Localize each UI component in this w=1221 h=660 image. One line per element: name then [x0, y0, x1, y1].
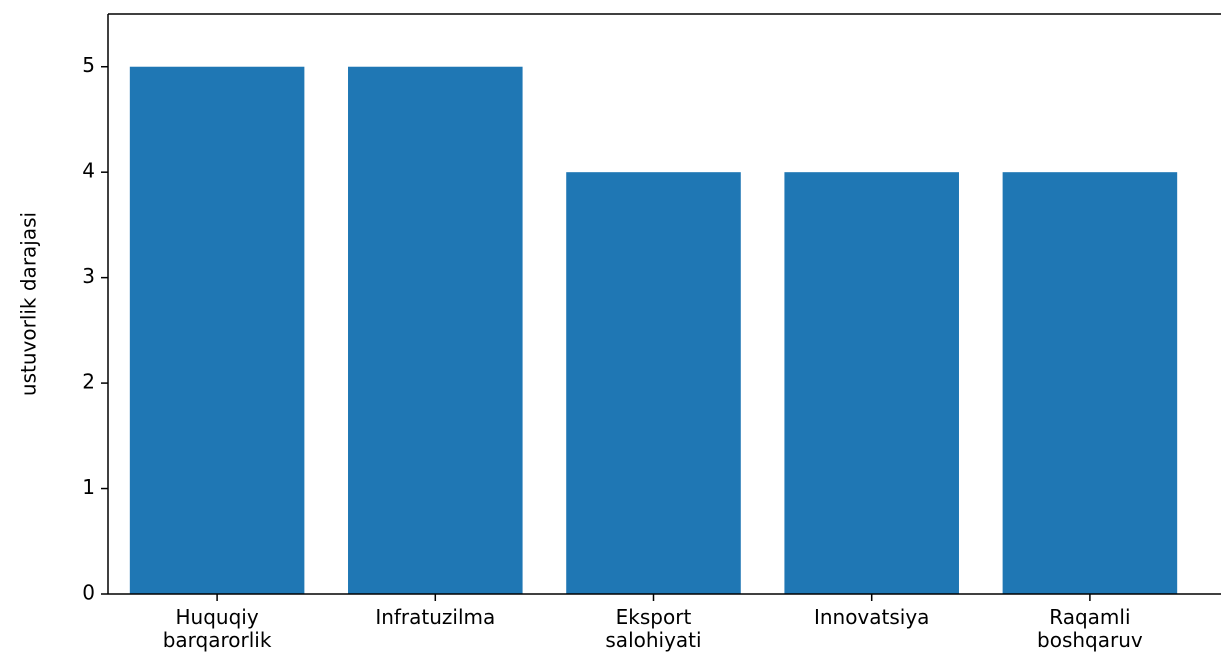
y-tick-label: 1 [82, 475, 95, 499]
y-tick-label: 0 [82, 581, 95, 605]
y-axis-label: ustuvorlik darajasi [17, 212, 41, 396]
bar [129, 66, 305, 594]
bar [1002, 172, 1178, 594]
x-tick-label: Innovatsiya [813, 605, 930, 629]
y-tick-label: 4 [82, 159, 95, 183]
x-tick-label: Huquqiy barqarorlik [162, 605, 272, 652]
x-tick-label: Raqamli boshqaruv [1037, 605, 1143, 652]
y-tick-label: 5 [82, 53, 95, 77]
bar [348, 66, 523, 594]
y-tick-label: 2 [82, 370, 95, 394]
x-tick-label: Infratuzilma [375, 605, 496, 629]
y-tick-label: 3 [82, 264, 95, 288]
bar [566, 172, 741, 594]
bar [784, 172, 959, 594]
x-tick-label: Eksport salohiyati [605, 605, 702, 652]
